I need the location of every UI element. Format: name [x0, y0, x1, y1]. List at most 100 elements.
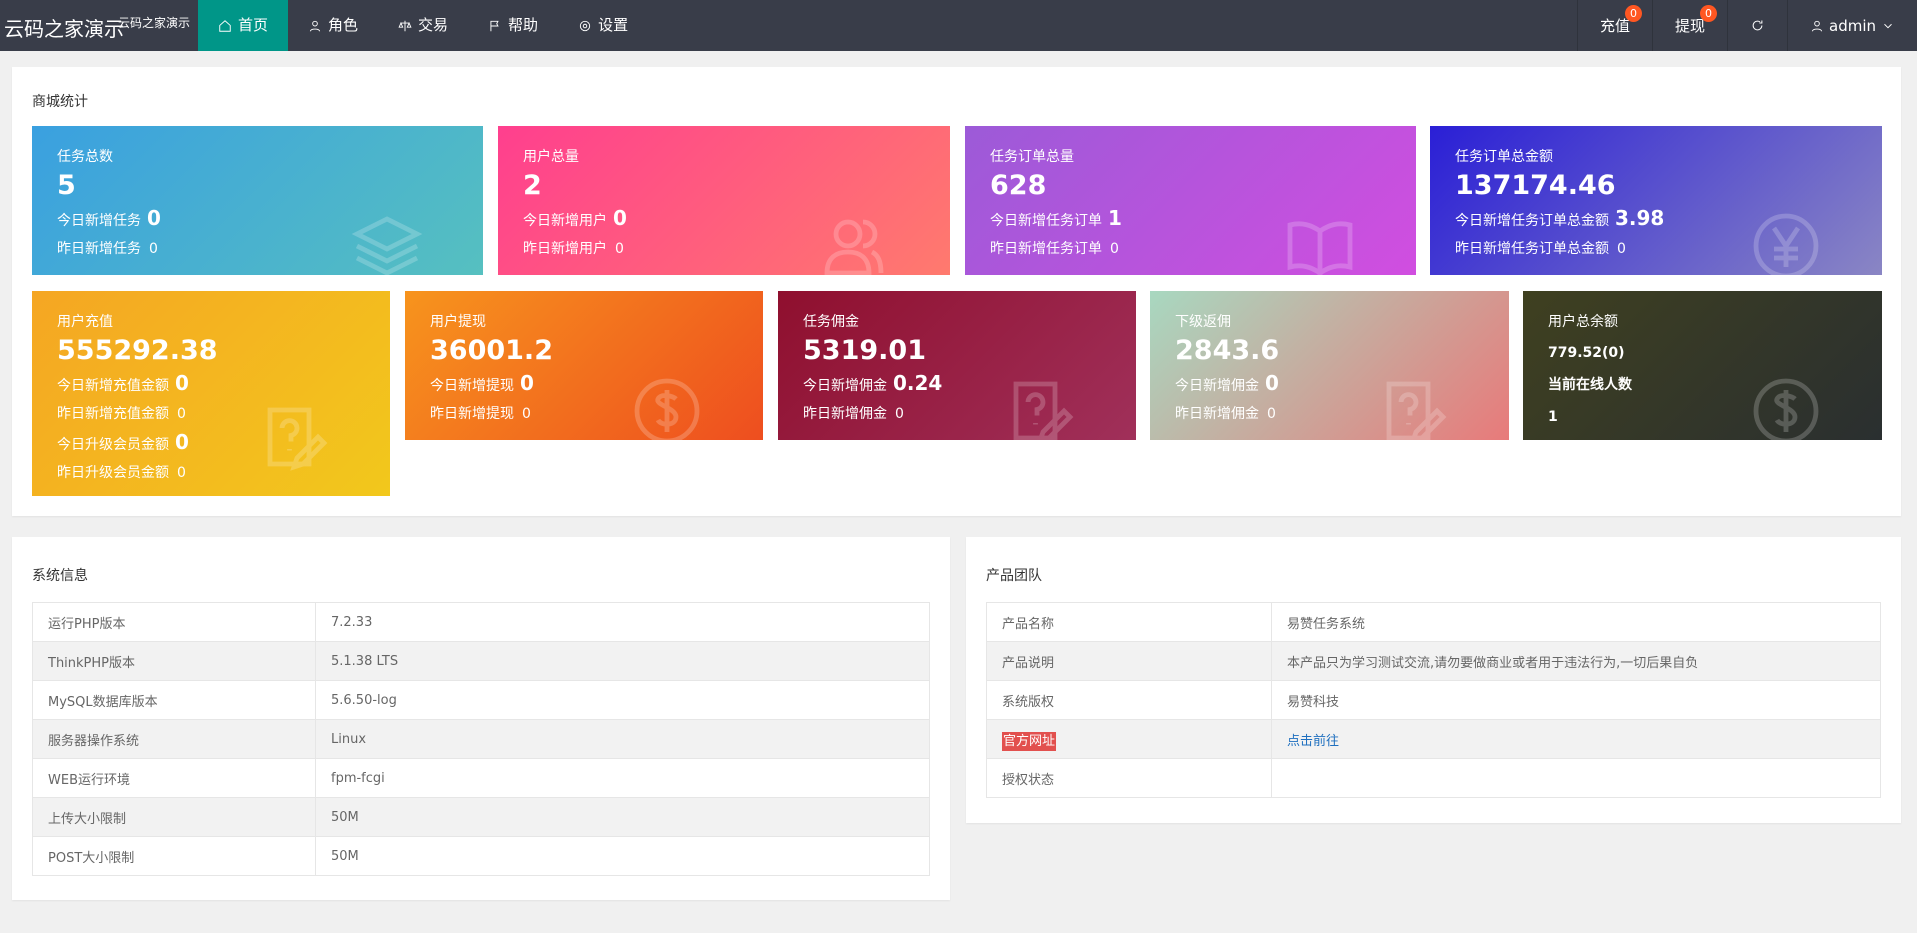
- card-line: 昨日升级会员金额0: [57, 459, 390, 487]
- top-bar: 云码之家演示 云码之家演示 首页角色交易帮助设置 充值0提现0admin: [0, 0, 1917, 51]
- caret: [1881, 19, 1895, 33]
- nav-right: 充值0提现0 admin: [1577, 0, 1917, 51]
- card-title: 任务佣金: [803, 311, 1136, 333]
- table-cell: 产品名称: [987, 603, 1272, 642]
- nav: 首页 角色 交易帮助设置: [198, 0, 648, 51]
- table-cell: MySQL数据库版本: [33, 681, 316, 720]
- link[interactable]: 点击前往: [1287, 734, 1339, 749]
- card-title: 用户提现: [430, 311, 763, 333]
- nav-icon: [578, 19, 592, 33]
- card-title: 用户总余额: [1548, 311, 1882, 333]
- table-cell: ThinkPHP版本: [33, 642, 316, 681]
- refresh-icon: [1750, 18, 1765, 33]
- line-label: 今日新增充值金额: [57, 378, 169, 394]
- nav-icon: [218, 19, 232, 33]
- stat-card: 任务总数5今日新增任务0昨日新增任务0: [32, 126, 483, 275]
- table-row: 产品说明本产品只为学习测试交流,请勿要做商业或者用于违法行为,一切后果自负: [987, 642, 1881, 681]
- line-label: 昨日新增任务: [57, 241, 141, 257]
- line-value: 0: [1617, 241, 1626, 257]
- table-cell: Linux: [316, 720, 930, 759]
- line-value: 0.24: [893, 371, 942, 395]
- card-title: 任务订单总金额: [1455, 146, 1882, 168]
- table-row: 系统版权易赞科技: [987, 681, 1881, 720]
- line-label: 昨日新增任务订单: [990, 241, 1102, 257]
- card-icon: [1780, 168, 1852, 240]
- line-value: 0: [520, 371, 534, 395]
- card-icon: [1034, 333, 1106, 405]
- line-label: 今日新增任务: [57, 213, 141, 229]
- user-icon: [1810, 19, 1824, 33]
- team-panel: 产品团队 产品名称易赞任务系统产品说明本产品只为学习测试交流,请勿要做商业或者用…: [966, 537, 1901, 823]
- table-row: 运行PHP版本7.2.33: [33, 603, 930, 642]
- line-value: 0: [895, 406, 904, 422]
- line-value: 0: [615, 241, 624, 257]
- table-cell: 50M: [316, 837, 930, 876]
- stat-card: 任务订单总金额137174.46今日新增任务订单总金额3.98昨日新增任务订单总…: [1430, 126, 1882, 275]
- info-table: 产品名称易赞任务系统产品说明本产品只为学习测试交流,请勿要做商业或者用于违法行为…: [986, 602, 1881, 798]
- stat-card: 用户总余额779.52(0)当前在线人数1: [1523, 291, 1882, 440]
- line-label: 今日新增任务订单: [990, 213, 1102, 229]
- system-panel: 系统信息 运行PHP版本7.2.33ThinkPHP版本5.1.38 LTSMy…: [12, 537, 950, 900]
- stat-card: 任务佣金5319.01今日新增佣金0.24昨日新增佣金0: [778, 291, 1136, 440]
- line-label: 昨日新增佣金: [1175, 406, 1259, 422]
- stat-card: 任务订单总量628今日新增任务订单1昨日新增任务订单0: [965, 126, 1416, 275]
- line-value: 0: [522, 406, 531, 422]
- panel-title: 系统信息: [32, 565, 88, 585]
- nav-right-item[interactable]: 提现0: [1652, 0, 1727, 51]
- nav-label: 角色: [328, 0, 358, 51]
- panel-title: 产品团队: [986, 565, 1042, 585]
- line-value: 0: [177, 406, 186, 422]
- table-row: POST大小限制50M: [33, 837, 930, 876]
- nav-item[interactable]: 帮助: [468, 0, 558, 51]
- table-cell: 运行PHP版本: [33, 603, 316, 642]
- line-label: 今日新增提现: [430, 378, 514, 394]
- line-label: 昨日新增任务订单总金额: [1455, 241, 1609, 257]
- nav-right-item[interactable]: 充值0: [1577, 0, 1652, 51]
- line-value: 0: [149, 241, 158, 257]
- line-label: 今日新增用户: [523, 213, 607, 229]
- nav-item[interactable]: 首页: [198, 0, 288, 51]
- nav-label: 设置: [598, 0, 628, 51]
- table-cell: 易赞任务系统: [1272, 603, 1881, 642]
- line-value: 0: [175, 430, 189, 454]
- nav-label: 首页: [238, 0, 268, 51]
- card-title: 任务订单总量: [990, 146, 1416, 168]
- badge: 0: [1625, 5, 1642, 22]
- table-cell: 系统版权: [987, 681, 1272, 720]
- card-icon: [1314, 168, 1386, 240]
- table-cell: WEB运行环境: [33, 759, 316, 798]
- nav-item[interactable]: 交易: [378, 0, 468, 51]
- line-label: 昨日新增提现: [430, 406, 514, 422]
- line-label: 昨日新增充值金额: [57, 406, 169, 422]
- refresh-button[interactable]: [1727, 0, 1787, 51]
- card-title: 用户充值: [57, 311, 390, 333]
- card-title: 用户总量: [523, 146, 950, 168]
- line-value: 1: [1108, 206, 1122, 230]
- line-value: 0: [1265, 371, 1279, 395]
- table-cell: [1272, 759, 1881, 798]
- table-cell: POST大小限制: [33, 837, 316, 876]
- nav-label: 交易: [418, 0, 448, 51]
- line-value: 3.98: [1615, 206, 1664, 230]
- table-row: 官方网址 点击前往: [987, 720, 1881, 759]
- table-row: ThinkPHP版本5.1.38 LTS: [33, 642, 930, 681]
- nav-icon: [308, 19, 322, 33]
- card-icon: [848, 168, 920, 240]
- card-icon: [1407, 333, 1479, 405]
- stat-card: 用户总量2今日新增用户0昨日新增用户0: [498, 126, 950, 275]
- table-cell: fpm-fcgi: [316, 759, 930, 798]
- nav-label: admin: [1829, 17, 1876, 35]
- nav-item[interactable]: 角色: [288, 0, 378, 51]
- table-cell: 本产品只为学习测试交流,请勿要做商业或者用于违法行为,一切后果自负: [1272, 642, 1881, 681]
- table-row: 产品名称易赞任务系统: [987, 603, 1881, 642]
- line-label: 今日新增佣金: [803, 378, 887, 394]
- nav-item[interactable]: 设置: [558, 0, 648, 51]
- table-cell: 易赞科技: [1272, 681, 1881, 720]
- card-icon: [1780, 333, 1852, 405]
- nav-right-item[interactable]: admin: [1787, 0, 1917, 51]
- highlight-label: 官方网址: [1002, 732, 1056, 751]
- table-cell: 点击前往: [1272, 720, 1881, 759]
- info-table: 运行PHP版本7.2.33ThinkPHP版本5.1.38 LTSMySQL数据…: [32, 602, 930, 876]
- line-value: 0: [613, 206, 627, 230]
- table-cell: 授权状态: [987, 759, 1272, 798]
